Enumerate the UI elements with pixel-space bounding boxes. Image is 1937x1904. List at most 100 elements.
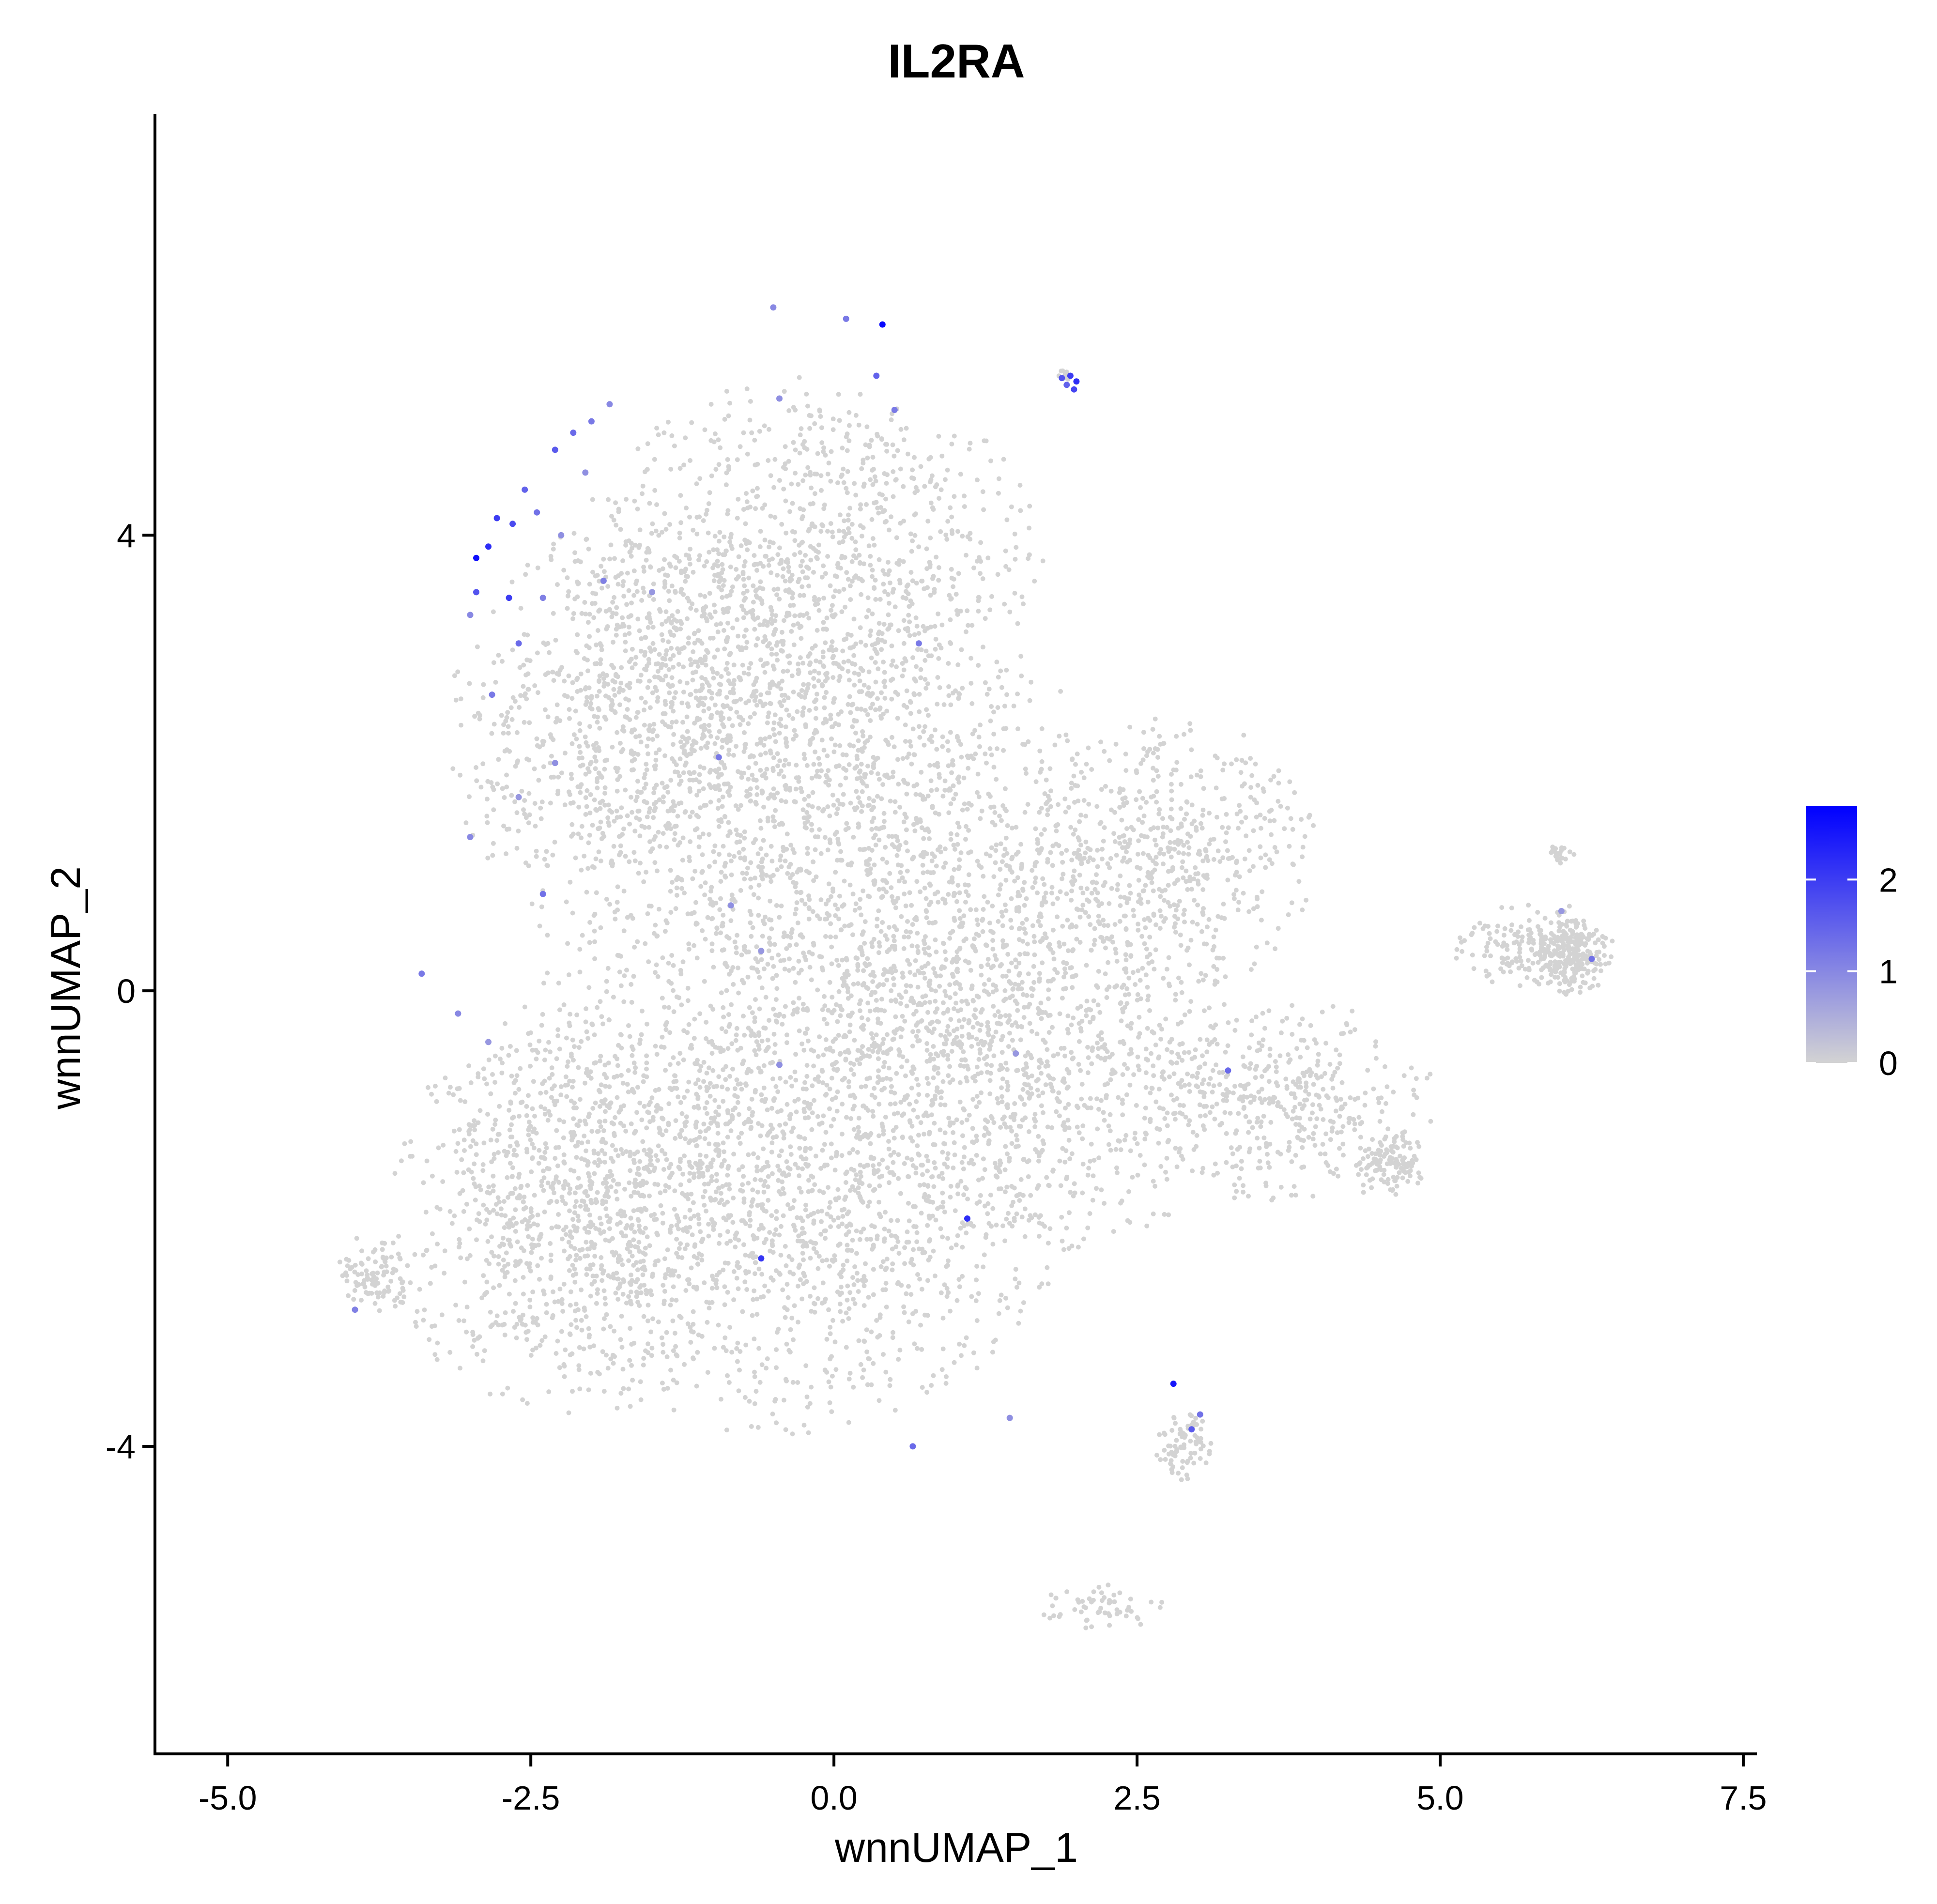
- cell-point: [798, 563, 803, 568]
- cell-point: [724, 470, 729, 476]
- cell-point: [836, 712, 841, 717]
- cell-point: [775, 751, 780, 756]
- cell-point: [612, 709, 617, 714]
- cell-point: [856, 1125, 861, 1130]
- cell-point: [597, 679, 601, 684]
- cell-point: [929, 653, 934, 659]
- cell-point: [889, 643, 894, 648]
- cell-point: [701, 518, 706, 523]
- cell-point: [768, 898, 773, 904]
- cell-point: [798, 593, 802, 598]
- cell-point: [533, 824, 538, 829]
- cell-point: [801, 705, 806, 710]
- cell-point: [922, 628, 927, 633]
- cell-point: [1021, 601, 1026, 607]
- cell-point: [688, 751, 693, 756]
- cell-point: [821, 563, 826, 568]
- cell-point: [852, 670, 857, 676]
- cell-point: [898, 870, 903, 875]
- cell-point: [601, 569, 607, 574]
- cell-point: [725, 511, 730, 517]
- cell-point: [908, 929, 913, 935]
- cell-point: [877, 1183, 882, 1188]
- cell-point: [691, 527, 696, 533]
- cell-point: [865, 738, 870, 743]
- cell-point: [649, 1095, 655, 1101]
- cell-point: [839, 1007, 845, 1013]
- cell-point: [646, 614, 652, 619]
- cell-point: [727, 539, 733, 544]
- cell-point: [815, 628, 820, 633]
- cell-point: [766, 458, 771, 463]
- cell-point: [722, 1149, 727, 1154]
- cell-point: [719, 870, 724, 875]
- cell-point: [983, 680, 988, 685]
- cell-point: [652, 1262, 658, 1268]
- cell-point: [724, 1428, 729, 1433]
- cell-point: [754, 1312, 760, 1317]
- cell-point: [815, 1054, 821, 1059]
- cell-point: [839, 1132, 845, 1136]
- cell-point: [545, 714, 551, 720]
- cell-point: [647, 723, 652, 728]
- cell-point: [779, 903, 784, 908]
- cell-point: [800, 807, 806, 813]
- cell-point: [682, 891, 687, 896]
- cell-point: [752, 1374, 757, 1379]
- cell-point: [809, 977, 814, 983]
- cell-point: [855, 756, 860, 762]
- cell-point: [957, 1099, 963, 1105]
- cell-point: [825, 804, 830, 809]
- cell-point: [876, 887, 882, 892]
- cell-point: [870, 1036, 876, 1041]
- cell-point: [806, 528, 811, 534]
- cell-point: [617, 740, 623, 746]
- cell-point: [955, 662, 961, 667]
- cell-point: [803, 1363, 809, 1368]
- cell-point: [784, 559, 789, 564]
- cell-point: [769, 616, 774, 622]
- cell-point: [708, 715, 714, 721]
- cell-point: [1094, 804, 1100, 809]
- cell-point: [709, 1178, 714, 1183]
- cell-point: [537, 1038, 542, 1044]
- cell-point: [715, 1131, 721, 1136]
- cell-point: [844, 1115, 849, 1120]
- cell-point: [463, 820, 469, 826]
- cell-point: [700, 831, 706, 837]
- cell-point: [995, 746, 999, 752]
- cell-point: [886, 1139, 891, 1144]
- cell-point: [869, 517, 875, 522]
- cell-point: [841, 660, 846, 665]
- cell-point: [673, 1344, 678, 1349]
- cell-point: [666, 639, 671, 645]
- cell-point: [779, 703, 784, 708]
- cell-point: [1045, 1281, 1051, 1287]
- cell-point: [485, 797, 490, 802]
- cell-point: [693, 900, 698, 905]
- cell-point: [771, 666, 777, 672]
- cell-point: [801, 682, 806, 687]
- cell-point: [791, 1337, 796, 1342]
- cell-point: [902, 1018, 907, 1024]
- cell-point: [679, 700, 685, 706]
- cell-point: [901, 559, 906, 564]
- cell-point: [852, 1301, 858, 1306]
- cell-point: [691, 569, 696, 575]
- cell-point: [763, 736, 768, 741]
- cell-point: [805, 686, 810, 691]
- cell-point: [593, 748, 599, 753]
- cell-point: [996, 491, 1001, 496]
- cell-point: [965, 807, 970, 812]
- cell-point: [761, 804, 766, 810]
- cell-point: [547, 650, 552, 655]
- cell-point: [957, 1341, 962, 1347]
- cell-point: [867, 1183, 872, 1188]
- cell-point: [753, 588, 758, 594]
- cell-point: [655, 868, 660, 874]
- cell-point: [871, 1267, 876, 1272]
- cell-point: [771, 720, 777, 725]
- cell-point: [785, 668, 790, 674]
- cell-point: [565, 575, 570, 581]
- cell-point: [644, 762, 649, 767]
